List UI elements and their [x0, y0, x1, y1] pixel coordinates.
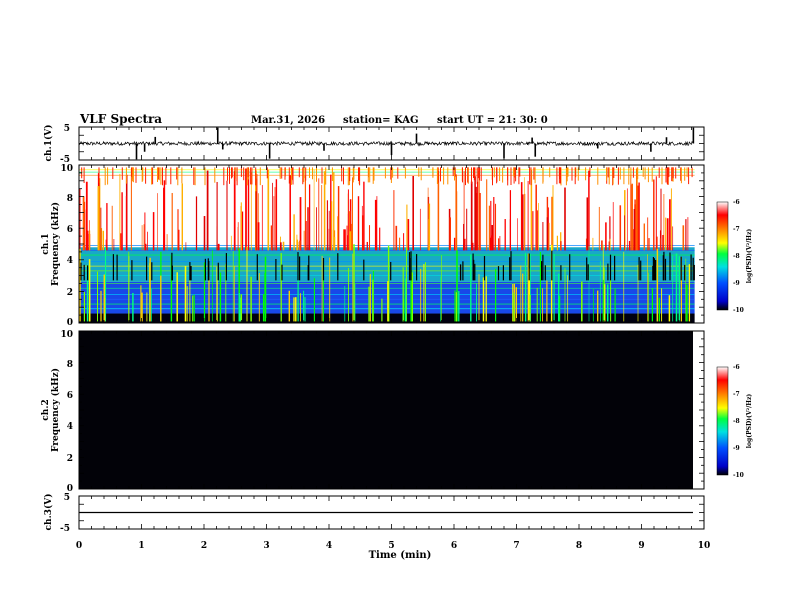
station-label: station= KAG: [343, 115, 419, 126]
spec-band-low: [79, 313, 695, 323]
xtick-7: 7: [513, 541, 519, 551]
ch1-colorbar-label: log(PSD)(V²/Hz): [746, 229, 753, 284]
xtick-4: 4: [326, 541, 332, 551]
ch2-colorbar: [717, 367, 728, 475]
ch1-ytick-10: 10: [60, 164, 73, 174]
ch2-spectrogram-image: [79, 331, 693, 489]
x-axis: 0 1 2 3 4 5 6 7 8 9 10 Time (min): [76, 541, 710, 561]
ch2-spec-ylabel-channel: ch.2: [41, 399, 51, 420]
ch3-waveform-panel: 5 -5 ch.3(V): [43, 493, 705, 534]
ch1-ytick-bottom: -5: [60, 155, 70, 165]
xtick-0: 0: [76, 541, 82, 551]
xtick-3: 3: [263, 541, 269, 551]
figure-title: VLF Spectra: [79, 112, 162, 126]
xtick-5: 5: [388, 541, 394, 551]
ch1-ytick-6: 6: [67, 225, 73, 235]
ch1-ytick-4: 4: [67, 256, 73, 266]
ch1-cb-tick-10: -10: [733, 307, 744, 314]
ch2-cb-tick-8: -8: [733, 418, 740, 425]
ch1-waveform-trace: [78, 127, 695, 160]
ch2-cb-tick-6: -6: [733, 364, 740, 371]
ch1-spec-ylabel-channel: ch.1: [41, 233, 51, 254]
ch2-ytick-6: 6: [67, 391, 73, 401]
ch3-ytick-top: 5: [64, 493, 70, 503]
ch1-waveform-noise: [78, 140, 694, 147]
ch1-spec-ylabel-frequency: Frequency (kHz): [50, 202, 61, 286]
date-label: Mar.31, 2026: [251, 115, 325, 126]
ch2-spectrogram-panel: 0 2 4 6 8 10 ch.2 Frequency (kHz) -6 -7 …: [41, 330, 753, 494]
ch1-ytick-0: 0: [67, 318, 73, 328]
ch2-cb-tick-9: -9: [733, 445, 740, 452]
x-axis-label: Time (min): [369, 550, 432, 561]
ch1-colorbar-frame: [716, 201, 729, 311]
ch2-ytick-10: 10: [60, 330, 73, 340]
xtick-10: 10: [698, 541, 711, 551]
ch2-spec-ylabel-frequency: Frequency (kHz): [50, 368, 61, 452]
ch1-cb-tick-7: -7: [733, 226, 740, 233]
ch2-cb-tick-10: -10: [733, 472, 744, 479]
ch3-ylabel: ch.3(V): [43, 494, 54, 531]
spec-band-cyan: [79, 247, 695, 282]
ch2-ytick-2: 2: [67, 454, 73, 464]
ch2-ytick-4: 4: [67, 422, 73, 432]
xtick-8: 8: [576, 541, 582, 551]
spec-band-white: [79, 171, 695, 248]
spec-band-top: [79, 165, 695, 172]
ch1-waveform-panel: 5 -5 ch.1(V): [43, 124, 705, 165]
xtick-9: 9: [638, 541, 644, 551]
ch1-ylabel: ch.1(V): [43, 125, 54, 162]
ch1-ytick-2: 2: [67, 288, 73, 298]
ch1-cb-tick-8: -8: [733, 253, 740, 260]
xtick-1: 1: [138, 541, 144, 551]
ch3-ytick-bottom: -5: [60, 524, 70, 534]
ch1-ytick-top: 5: [64, 124, 70, 134]
spec-band-blue: [79, 281, 695, 314]
xtick-2: 2: [201, 541, 207, 551]
axis-ticks: [78, 126, 705, 530]
ch1-spectrogram-image: [79, 165, 695, 323]
ch2-ytick-8: 8: [67, 360, 73, 370]
ch1-spectrogram-panel: 0 2 4 6 8 10 ch.1 Frequency (kHz) -6 -7 …: [41, 164, 753, 328]
ch1-colorbar: [717, 202, 728, 310]
ch1-cb-tick-6: -6: [733, 199, 740, 206]
ch2-colorbar-label: log(PSD)(V²/Hz): [746, 394, 753, 449]
ch1-ytick-8: 8: [67, 194, 73, 204]
start-time-label: start UT = 21: 30: 0: [437, 115, 548, 126]
ch2-cb-tick-7: -7: [733, 391, 740, 398]
xtick-6: 6: [451, 541, 457, 551]
ch2-ytick-0: 0: [67, 484, 73, 494]
ch2-colorbar-frame: [716, 366, 729, 476]
ch1-cb-tick-9: -9: [733, 280, 740, 287]
